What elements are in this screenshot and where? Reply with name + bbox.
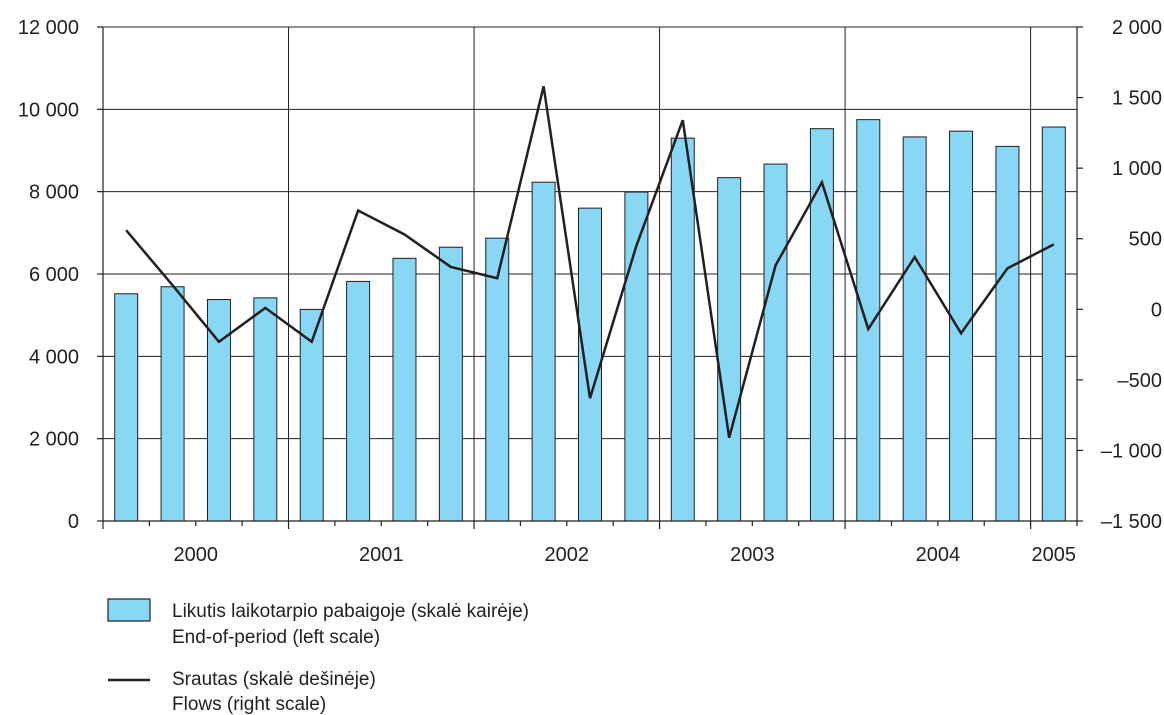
bar-2003Q3 [763, 163, 788, 522]
bar-2000Q4 [253, 297, 278, 522]
right-tick-label: 1 500 [1112, 88, 1162, 110]
left-tick-label: 6 000 [29, 264, 79, 286]
right-tick-label: 500 [1129, 229, 1162, 251]
bar-2004Q2 [902, 136, 927, 522]
bar-2002Q2 [531, 181, 556, 522]
legend-line-label-2: Flows (right scale) [172, 694, 326, 715]
right-tick-label: –500 [1118, 370, 1163, 392]
bar-2000Q2 [160, 286, 185, 522]
x-tick-label-2001: 2001 [359, 544, 404, 566]
legend-bar-label-2: End-of-period (left scale) [172, 627, 380, 648]
legend-bar-swatch [107, 598, 151, 622]
right-tick-label: –1 500 [1101, 511, 1162, 533]
x-tick-label-2000: 2000 [174, 544, 219, 566]
bar-2003Q2 [717, 177, 742, 522]
left-tick-label: 0 [68, 511, 79, 533]
bar-2003Q4 [809, 128, 834, 522]
bar-2001Q2 [346, 280, 371, 522]
left-tick-label: 4 000 [29, 346, 79, 368]
x-tick-label-2003: 2003 [730, 544, 775, 566]
legend: Likutis laikotarpio pabaigoje (skalė kai… [107, 598, 529, 715]
left-tick-label: 10 000 [18, 99, 79, 121]
x-tick-label-2004: 2004 [916, 544, 961, 566]
legend-line-label-1: Srautas (skalė dešinėje) [172, 669, 376, 690]
legend-bar-label-1: Likutis laikotarpio pabaigoje (skalė kai… [172, 601, 529, 622]
bar-2005Q1 [1041, 126, 1066, 522]
x-tick-label-2002: 2002 [545, 544, 590, 566]
bar-2003Q1 [670, 137, 695, 522]
line-layer [125, 85, 1055, 439]
ticks-layer: 0 2 000 4 000 6 000 8 000 10 000 12 000 –1 500 –… [18, 17, 1162, 566]
right-tick-label: 0 [1151, 299, 1162, 321]
bar-2001Q3 [392, 257, 417, 522]
bars-layer [114, 119, 1066, 522]
bar-2002Q4 [624, 191, 649, 522]
left-tick-label: 8 000 [29, 182, 79, 204]
right-tick-label: 2 000 [1112, 17, 1162, 39]
right-tick-label: –1 000 [1101, 440, 1162, 462]
bar-2002Q1 [485, 237, 510, 522]
bar-2004Q1 [856, 119, 881, 522]
bar-2000Q1 [114, 293, 139, 522]
bar-2004Q4 [995, 145, 1020, 522]
left-tick-label: 12 000 [18, 17, 79, 39]
bar-2001Q4 [438, 246, 463, 522]
bar-2004Q3 [949, 130, 974, 522]
flows-line [125, 85, 1055, 439]
bar-2002Q3 [578, 207, 602, 522]
x-tick-label-2005: 2005 [1032, 544, 1077, 566]
right-tick-label: 1 000 [1112, 158, 1162, 180]
left-tick-label: 2 000 [29, 429, 79, 451]
